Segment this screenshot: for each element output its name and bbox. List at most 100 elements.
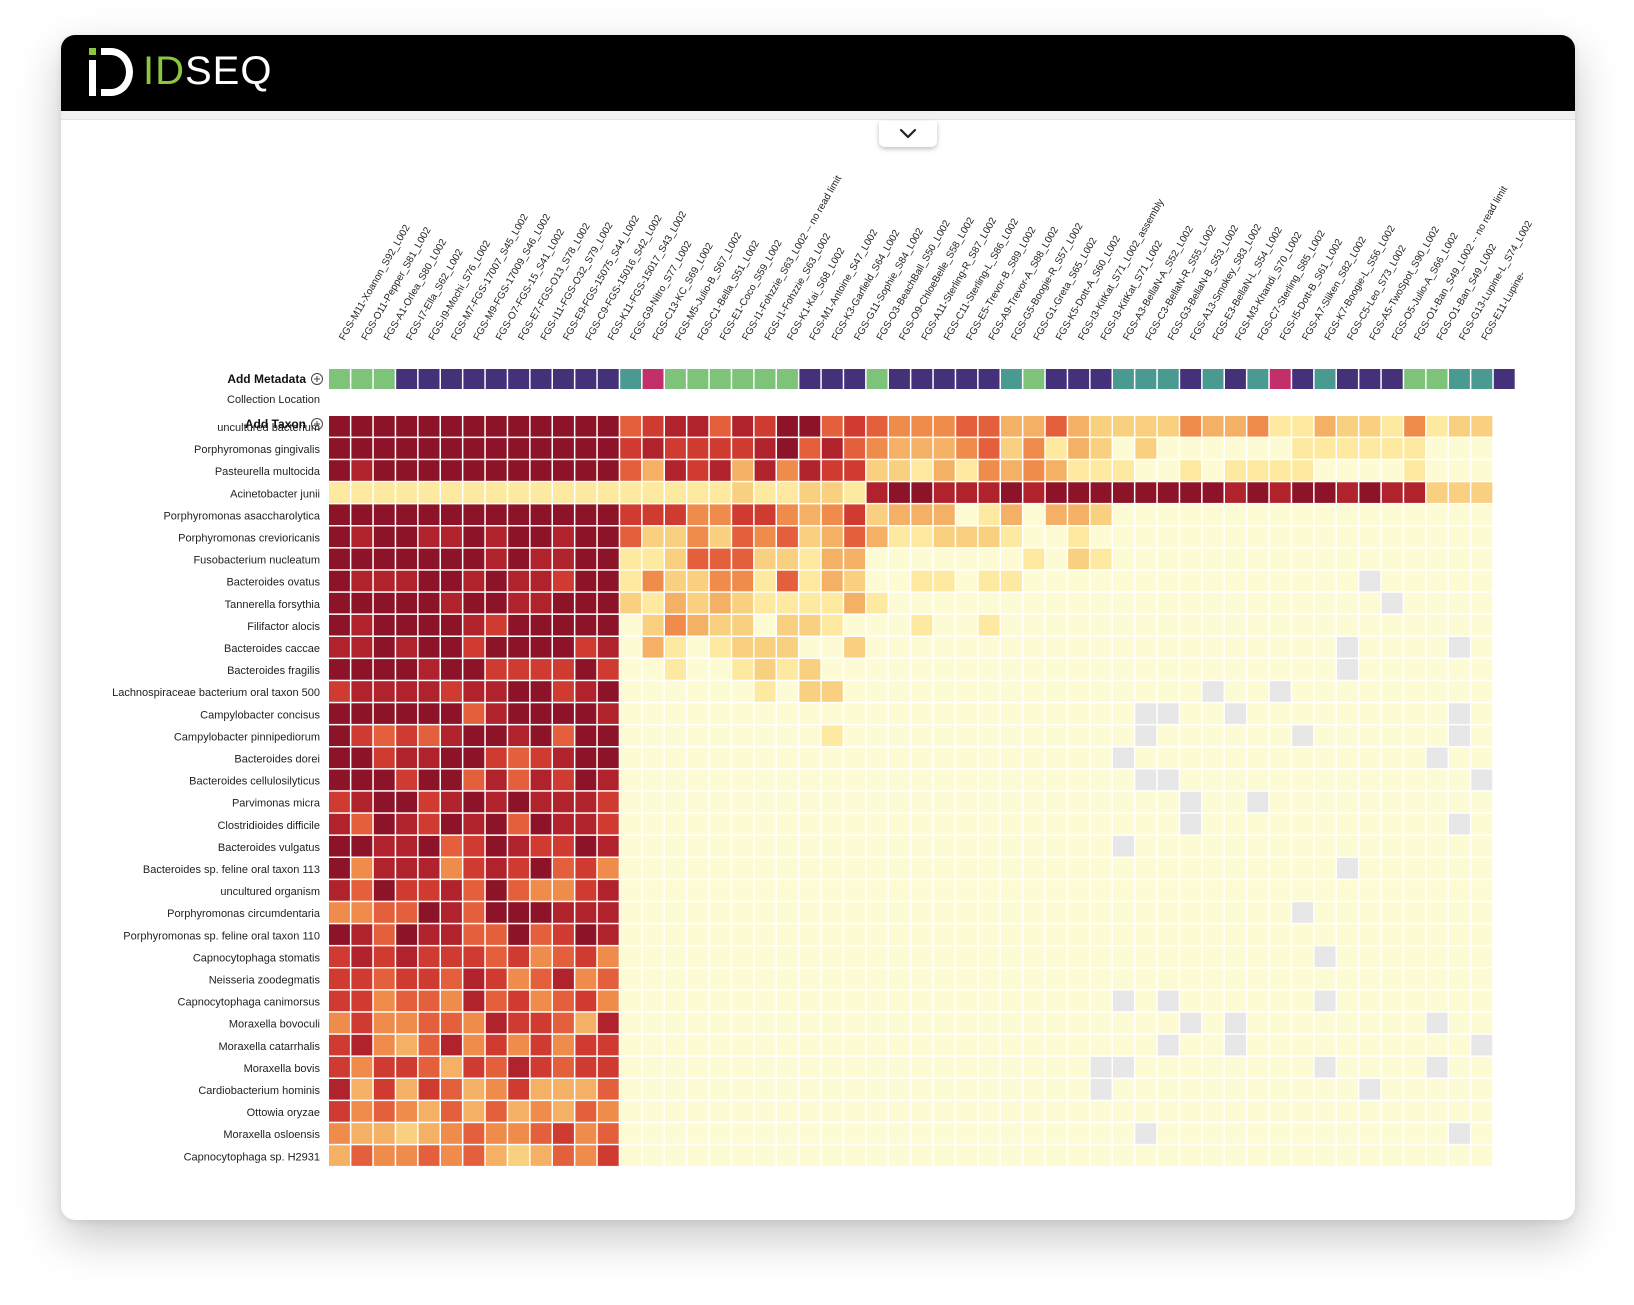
heatmap-cell[interactable] [1381,1012,1403,1034]
heatmap-cell[interactable] [911,835,933,857]
heatmap-cell[interactable] [844,1145,866,1166]
heatmap-cell[interactable] [1090,946,1112,967]
heatmap-cell[interactable] [1359,548,1381,570]
heatmap-cell[interactable] [418,526,440,548]
heatmap-cell[interactable] [441,570,462,592]
heatmap-cell[interactable] [396,858,418,879]
heatmap-cell[interactable] [463,990,485,1012]
heatmap-cell[interactable] [844,482,866,503]
heatmap-cell[interactable] [1001,614,1022,636]
heatmap-cell[interactable] [1381,1056,1403,1078]
heatmap-cell[interactable] [1471,1034,1493,1056]
heatmap-cell[interactable] [821,482,843,503]
heatmap-cell[interactable] [1225,902,1246,923]
heatmap-cell[interactable] [978,835,1000,857]
heatmap-cell[interactable] [1090,813,1112,835]
heatmap-cell[interactable] [799,990,821,1012]
heatmap-cell[interactable] [1359,570,1381,592]
heatmap-cell[interactable] [1247,1145,1269,1166]
heatmap-cell[interactable] [866,637,888,658]
heatmap-cell[interactable] [530,438,552,459]
heatmap-cell[interactable] [665,614,686,636]
taxon-label[interactable]: Ottowia oryzae [247,1107,320,1119]
heatmap-cell[interactable] [1068,924,1090,945]
heatmap-cell[interactable] [441,1012,462,1034]
heatmap-cell[interactable] [933,1079,955,1100]
heatmap-cell[interactable] [1314,1012,1336,1034]
heatmap-cell[interactable] [329,747,350,769]
heatmap-cell[interactable] [1404,902,1426,923]
heatmap-cell[interactable] [508,946,530,967]
heatmap-cell[interactable] [799,791,821,813]
heatmap-cell[interactable] [441,880,462,901]
heatmap-cell[interactable] [933,990,955,1012]
heatmap-cell[interactable] [1023,924,1045,945]
heatmap-cell[interactable] [485,725,507,746]
heatmap-cell[interactable] [530,725,552,746]
heatmap-cell[interactable] [485,1101,507,1122]
heatmap-cell[interactable] [866,438,888,459]
location-cell[interactable] [799,369,821,389]
heatmap-cell[interactable] [396,504,418,525]
heatmap-cell[interactable] [1045,813,1067,835]
heatmap-cell[interactable] [1113,637,1134,658]
heatmap-cell[interactable] [866,1012,888,1034]
heatmap-cell[interactable] [799,570,821,592]
heatmap-cell[interactable] [396,1145,418,1166]
heatmap-cell[interactable] [620,526,642,548]
heatmap-cell[interactable] [732,1012,754,1034]
heatmap-cell[interactable] [978,1145,1000,1166]
heatmap-cell[interactable] [373,1056,395,1078]
heatmap-cell[interactable] [1225,791,1246,813]
heatmap-cell[interactable] [418,902,440,923]
heatmap-cell[interactable] [508,725,530,746]
heatmap-cell[interactable] [665,990,686,1012]
heatmap-cell[interactable] [1247,592,1269,614]
heatmap-cell[interactable] [709,1079,731,1100]
heatmap-cell[interactable] [933,968,955,990]
heatmap-cell[interactable] [1090,880,1112,901]
heatmap-cell[interactable] [866,703,888,724]
heatmap-cell[interactable] [1292,725,1314,746]
heatmap-cell[interactable] [1157,1012,1179,1034]
heatmap-cell[interactable] [1337,659,1358,680]
heatmap-cell[interactable] [1471,858,1493,879]
heatmap-cell[interactable] [844,416,866,437]
heatmap-cell[interactable] [709,614,731,636]
heatmap-cell[interactable] [1426,570,1448,592]
heatmap-cell[interactable] [1292,1012,1314,1034]
heatmap-cell[interactable] [799,681,821,702]
heatmap-cell[interactable] [978,813,1000,835]
heatmap-cell[interactable] [933,858,955,879]
heatmap-cell[interactable] [665,1079,686,1100]
heatmap-cell[interactable] [821,835,843,857]
heatmap-cell[interactable] [597,681,619,702]
heatmap-cell[interactable] [1449,592,1470,614]
heatmap-cell[interactable] [1359,880,1381,901]
heatmap-cell[interactable] [575,769,597,791]
taxon-label[interactable]: Bacteroides sp. feline oral taxon 113 [143,864,320,876]
heatmap-cell[interactable] [329,592,350,614]
heatmap-cell[interactable] [575,1145,597,1166]
heatmap-cell[interactable] [1426,681,1448,702]
heatmap-cell[interactable] [1269,747,1291,769]
heatmap-cell[interactable] [1113,858,1134,879]
heatmap-cell[interactable] [687,1145,709,1166]
heatmap-cell[interactable] [799,614,821,636]
heatmap-cell[interactable] [1045,1123,1067,1144]
heatmap-cell[interactable] [844,835,866,857]
heatmap-cell[interactable] [1337,990,1358,1012]
heatmap-cell[interactable] [665,460,686,481]
heatmap-cell[interactable] [777,482,798,503]
heatmap-cell[interactable] [1180,637,1202,658]
heatmap-cell[interactable] [642,990,664,1012]
heatmap-cell[interactable] [821,990,843,1012]
heatmap-cell[interactable] [866,813,888,835]
heatmap-cell[interactable] [665,526,686,548]
heatmap-cell[interactable] [597,1145,619,1166]
heatmap-cell[interactable] [1471,1123,1493,1144]
heatmap-cell[interactable] [1269,1123,1291,1144]
heatmap-cell[interactable] [642,416,664,437]
heatmap-cell[interactable] [687,769,709,791]
heatmap-cell[interactable] [597,592,619,614]
